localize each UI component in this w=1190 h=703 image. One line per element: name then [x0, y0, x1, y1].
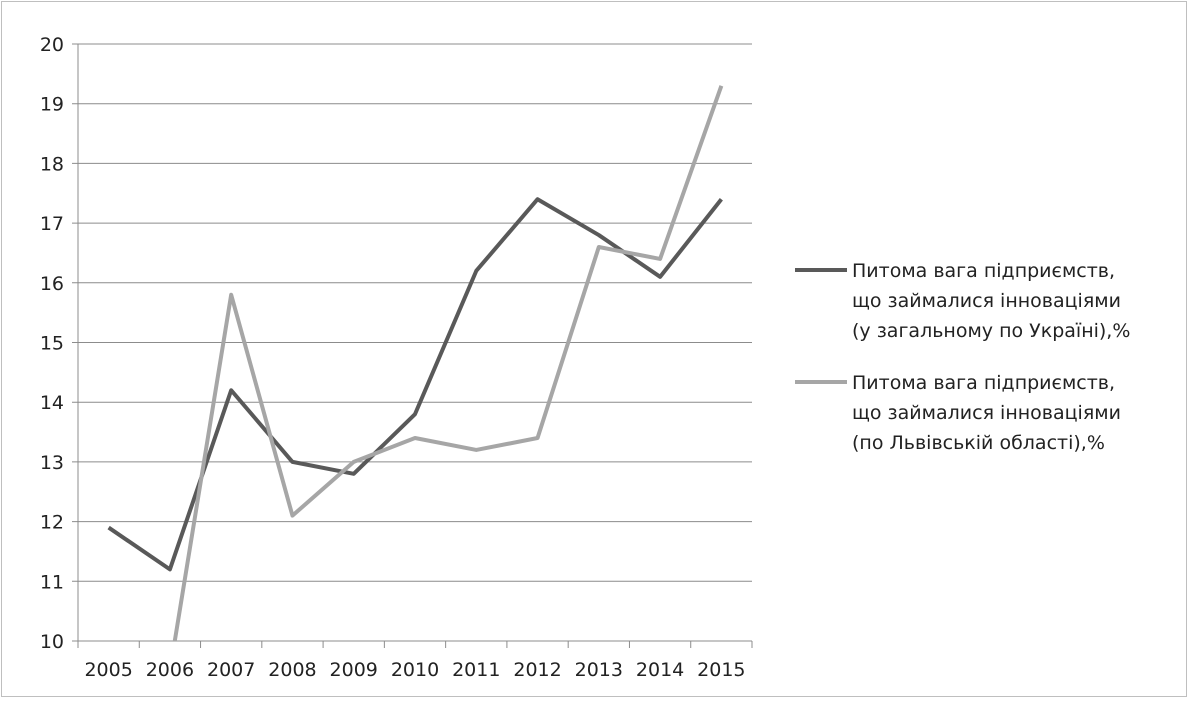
x-tick-labels: 2005 2006 2007 2008 2009 2010 2011 2012 2013 2014…: [84, 659, 745, 681]
y-tick-label: 19: [40, 94, 64, 116]
legend-label-1: Питома вага підприємств,: [852, 260, 1115, 282]
x-tick-label: 2006: [146, 659, 194, 681]
y-tick-label: 17: [40, 213, 64, 235]
x-tick-label: 2005: [84, 659, 132, 681]
x-tick-label: 2013: [575, 659, 623, 681]
y-tick-label: 15: [40, 333, 64, 355]
series-line-2: [170, 86, 721, 671]
y-tick-label: 11: [40, 571, 64, 593]
legend-label-2: (по Львівській області),%: [852, 432, 1105, 454]
y-tick-label: 14: [40, 392, 64, 414]
x-tick-label: 2012: [513, 659, 561, 681]
y-tick-label: 20: [40, 34, 64, 56]
y-tick-label: 16: [40, 273, 64, 295]
y-tick-label: 18: [40, 153, 64, 175]
y-tick-labels: 10 11 12 13 14 15 16 17 18 19 20: [40, 34, 64, 653]
y-tick-label: 13: [40, 452, 64, 474]
y-tick-label: 10: [40, 631, 64, 653]
x-tick-label: 2010: [391, 659, 439, 681]
axes: [78, 44, 752, 648]
legend-label-2: що займалися інноваціями: [852, 402, 1121, 424]
x-tick-label: 2007: [207, 659, 255, 681]
series-lines: [109, 86, 722, 671]
x-tick-label: 2015: [697, 659, 745, 681]
x-tick-label: 2009: [330, 659, 378, 681]
legend-label-1: що займалися інноваціями: [852, 290, 1121, 312]
y-tick-label: 12: [40, 512, 64, 534]
legend-label-1: (у загальному по Україні),%: [852, 320, 1130, 342]
x-tick-label: 2011: [452, 659, 500, 681]
x-tick-label: 2008: [268, 659, 316, 681]
legend-label-2: Питома вага підприємств,: [852, 372, 1115, 394]
x-tick-label: 2014: [636, 659, 684, 681]
legend: Питома вага підприємств, що займалися інн…: [795, 260, 1130, 454]
